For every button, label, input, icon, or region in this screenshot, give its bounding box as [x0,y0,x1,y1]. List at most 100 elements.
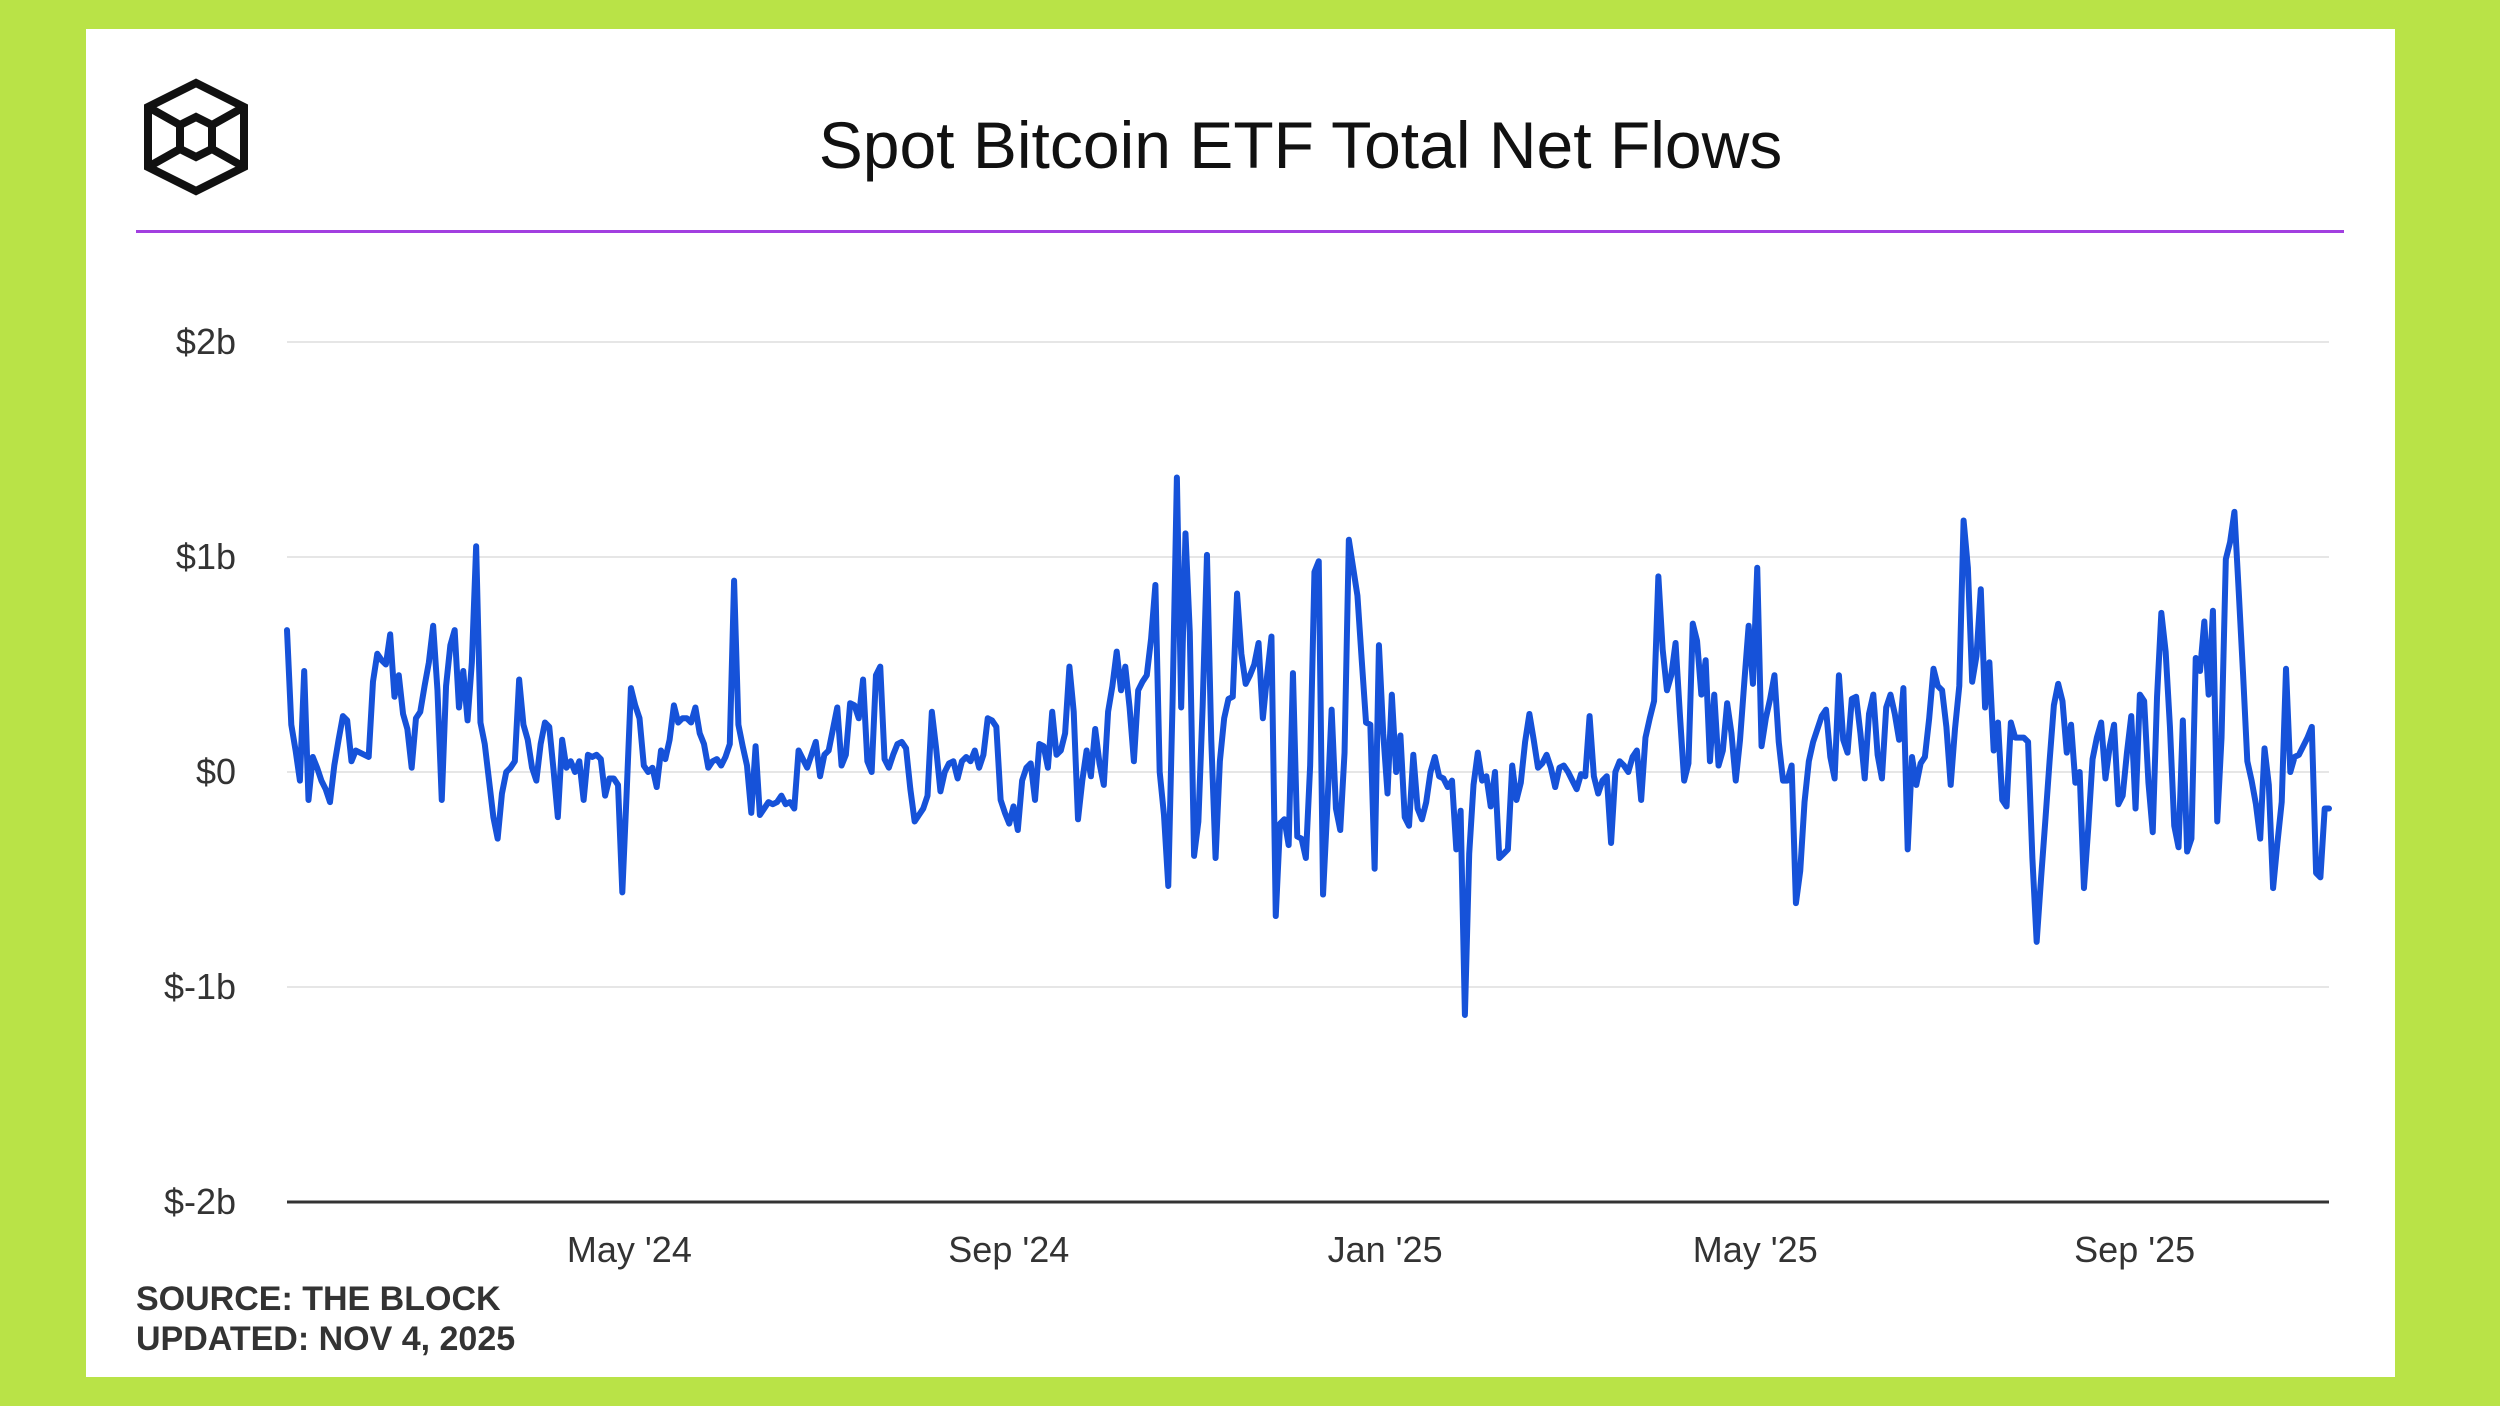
data-point [1888,692,1894,698]
data-point [1363,720,1369,726]
data-point [456,705,462,710]
data-point [606,775,612,781]
data-point [2231,509,2237,515]
data-point [1875,752,1881,758]
data-point [1359,657,1365,663]
data-point [439,797,445,803]
data-point [783,801,789,807]
data-point [1062,730,1068,736]
data-point [1802,799,1808,805]
data-point [1217,758,1223,764]
data-point [1526,711,1532,717]
data-point [774,799,780,805]
data-point [740,743,746,749]
grid-lines [287,341,2329,988]
data-point [1393,769,1399,775]
data-point [671,702,677,708]
data-point [581,797,587,803]
data-point [1372,866,1378,872]
data-point [1638,797,1644,803]
data-point [839,763,845,769]
data-point [1200,702,1206,708]
data-point [2313,870,2319,876]
data-point [615,782,621,788]
data-point [1402,814,1408,820]
data-point [434,687,440,693]
data-point [834,705,840,710]
data-point [701,741,707,747]
data-point [1918,760,1924,766]
data-point [628,685,634,691]
data-point [2257,836,2263,842]
data-point [1922,754,1928,760]
data-point [722,754,728,760]
data-point [1307,763,1313,769]
chart-footer: SOURCE: THE BLOCK UPDATED: NOV 4, 2025 [136,1279,515,1359]
data-point [637,715,643,721]
data-point [1019,778,1025,784]
data-point [1505,846,1511,852]
data-point [1716,763,1722,769]
data-point [2016,735,2022,741]
data-point [1002,810,1008,816]
data-point [1771,672,1777,678]
data-point [933,745,939,751]
data-point [778,793,784,799]
data-point [1909,754,1915,760]
data-point [1797,868,1803,874]
data-point [765,799,771,805]
data-point [1028,760,1034,766]
data-point [2236,588,2242,594]
data-point [1329,707,1335,713]
data-point [1814,726,1820,732]
data-point [1483,773,1489,779]
data-point [1939,687,1945,693]
data-point [796,748,802,753]
data-point [1750,681,1756,687]
data-point [1346,537,1352,543]
data-point [417,709,423,715]
data-point [925,793,931,799]
data-point [1561,763,1567,769]
data-point [1965,565,1971,571]
data-point [1677,711,1683,717]
data-point [1354,593,1360,599]
data-point [1931,666,1936,672]
data-point [2309,724,2315,730]
data-point [1006,821,1012,827]
data-point [1453,846,1459,852]
data-point [1213,855,1219,861]
data-point [1582,773,1588,779]
source-label: SOURCE: THE BLOCK [136,1280,501,1318]
data-point [843,752,849,758]
y-axis-ticks: $2b $1b $0 $-1b $-2b [164,321,236,1222]
data-point [1423,799,1429,805]
data-point [1982,705,1988,710]
data-point [2077,769,2083,775]
data-point [662,756,668,762]
data-point [1290,670,1296,676]
data-point [1281,816,1287,822]
data-point [2029,855,2035,861]
data-point [1380,730,1386,736]
data-point [1097,760,1102,766]
y-tick-label: $2b [176,321,236,362]
data-point [1225,696,1231,702]
data-point [2072,780,2078,786]
data-point [1268,634,1274,640]
data-point [692,705,698,710]
data-point [1170,698,1176,704]
data-point [1793,900,1799,906]
data-point [2317,874,2323,880]
data-point [1926,715,1932,721]
data-point [1458,808,1464,814]
data-point [2262,745,2268,751]
data-point [808,752,814,758]
data-point [968,758,974,764]
data-point [2098,720,2104,726]
data-point [727,741,733,747]
data-point [1595,791,1601,796]
data-point [318,778,324,784]
data-point [2124,750,2130,756]
data-point [1819,713,1825,719]
